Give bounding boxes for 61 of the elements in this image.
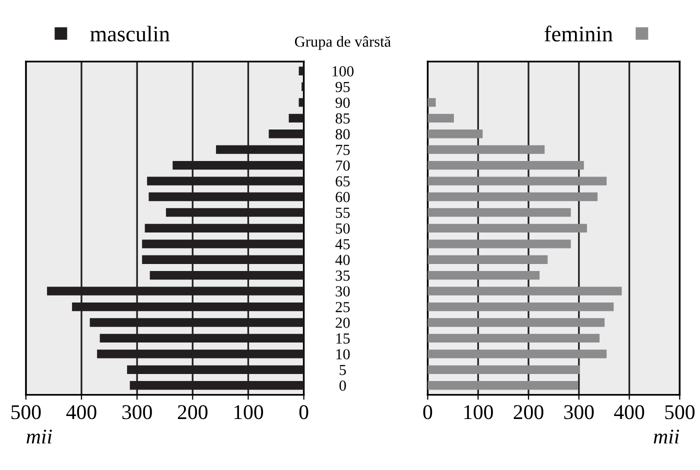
bar: [428, 240, 571, 248]
bar: [428, 145, 545, 154]
bar: [428, 114, 454, 122]
y-tick-label: 45: [335, 239, 350, 250]
y-tick-label: 40: [335, 254, 350, 266]
x-tick-label: 500: [11, 405, 41, 420]
y-tick-label: 95: [336, 82, 350, 92]
bar: [288, 114, 304, 122]
y-tick-label: 35: [336, 270, 350, 281]
bar: [428, 192, 598, 202]
bar: [298, 66, 304, 76]
bar: [428, 365, 580, 374]
bar: [268, 130, 304, 138]
y-tick-label: 90: [336, 98, 350, 108]
bar: [428, 318, 605, 327]
bar: [428, 271, 540, 280]
x-tick-label: 300: [564, 405, 594, 420]
x-tick-label: 200: [514, 405, 544, 420]
y-tick-label: 85: [336, 113, 350, 124]
bar: [428, 224, 587, 233]
y-tick-label: 60: [336, 192, 350, 202]
bar: [428, 255, 548, 264]
x-tick-label: 0: [423, 405, 432, 420]
y-tick-label: 15: [336, 333, 350, 344]
x-tick-label: 200: [178, 405, 208, 420]
x-tick-label: 0: [299, 405, 308, 420]
y-tick-label: 100: [332, 66, 354, 76]
x-tick-label: 400: [66, 405, 96, 420]
bar: [428, 350, 607, 358]
y-tick-label: 75: [336, 144, 350, 156]
x-tick-label: 500: [665, 405, 695, 420]
y-tick-label: 25: [336, 302, 350, 312]
bar: [428, 130, 483, 138]
x-axis-title: mii: [26, 430, 52, 444]
y-tick-label: 55: [336, 208, 350, 218]
bar: [428, 381, 578, 390]
x-axis-title: mii: [654, 430, 680, 444]
bar: [428, 208, 571, 217]
y-tick-label: 70: [336, 160, 350, 171]
legend-label: masculin: [90, 26, 170, 42]
bar: [428, 160, 584, 170]
x-tick-label: 100: [464, 405, 493, 420]
bar: [428, 98, 436, 107]
x-tick-label: 100: [234, 405, 264, 420]
x-tick-label: 300: [122, 405, 152, 420]
y-tick-label: 20: [336, 318, 350, 328]
y-tick-label: 50: [336, 223, 350, 234]
y-tick-label: 10: [336, 349, 350, 360]
legend-label: feminin: [544, 26, 613, 42]
y-tick-label: 5: [340, 364, 346, 376]
bar: [298, 98, 304, 107]
y-axis-title: Grupa de vârstă: [294, 36, 391, 50]
y-tick-label: 0: [339, 380, 346, 391]
y-tick-label: 30: [336, 286, 350, 297]
bar: [428, 286, 622, 296]
y-tick-label: 80: [336, 129, 350, 140]
bar: [428, 334, 600, 343]
y-tick-label: 65: [336, 176, 350, 186]
x-tick-label: 400: [614, 405, 644, 420]
bar: [428, 176, 607, 186]
bar: [428, 302, 614, 312]
